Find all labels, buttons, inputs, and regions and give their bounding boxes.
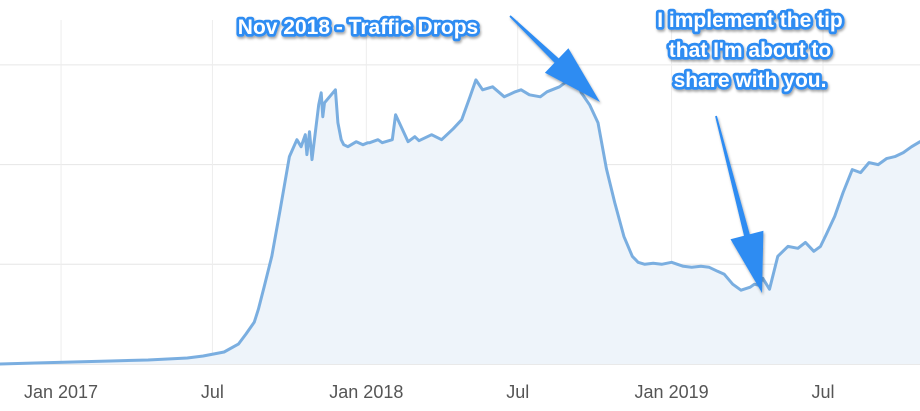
annotation-line: that I'm about to bbox=[669, 39, 831, 62]
x-tick-label: Jul bbox=[811, 382, 834, 402]
x-tick-label: Jan 2019 bbox=[635, 382, 709, 402]
annotation-text: Nov 2018 - Traffic Drops bbox=[238, 16, 478, 39]
annotation-arrow bbox=[509, 15, 600, 102]
x-tick-label: Jan 2017 bbox=[24, 382, 98, 402]
annotation-line: Nov 2018 - Traffic Drops bbox=[238, 16, 478, 39]
series-fill bbox=[0, 72, 920, 365]
annotation-line: I implement the tip bbox=[657, 9, 843, 32]
annotations: Nov 2018 - Traffic Drops I implement the … bbox=[235, 6, 846, 293]
x-tick-label: Jan 2018 bbox=[329, 382, 403, 402]
x-tick-label: Jul bbox=[201, 382, 224, 402]
annotation-arrow bbox=[715, 115, 764, 293]
x-tick-label: Jul bbox=[506, 382, 529, 402]
annotation-line: share with you. bbox=[674, 69, 827, 92]
annotation-text: I implement the tip that I'm about to shar… bbox=[657, 9, 843, 92]
series-area bbox=[0, 71, 920, 366]
x-axis-ticks: Jan 2017 Jul Jan 2018 Jul Jan 2019 Jul bbox=[24, 382, 834, 402]
series-line bbox=[0, 71, 920, 366]
